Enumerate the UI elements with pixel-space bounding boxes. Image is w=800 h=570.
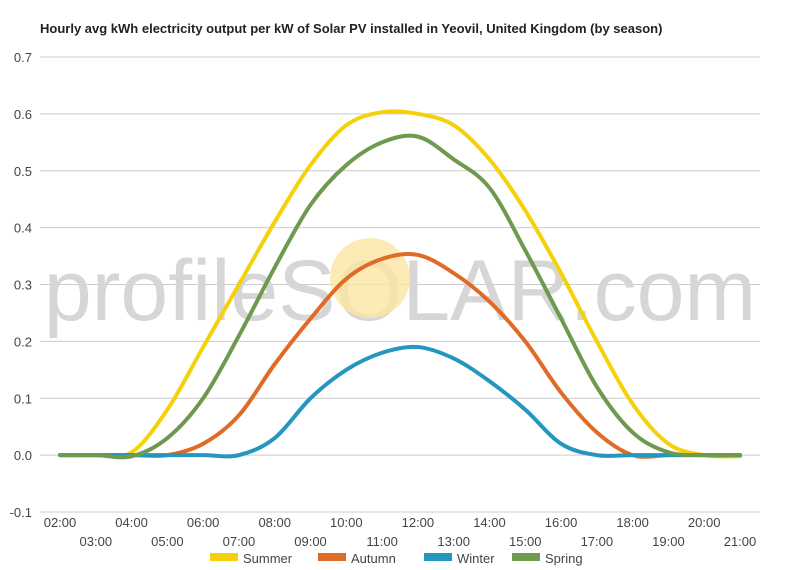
series-line-spring bbox=[58, 133, 742, 460]
x-tick-label: 14:00 bbox=[473, 515, 506, 530]
legend-label-spring: Spring bbox=[545, 551, 583, 566]
y-tick-label: 0.5 bbox=[14, 164, 32, 179]
y-tick-label: 0.4 bbox=[14, 221, 32, 236]
x-tick-label: 04:00 bbox=[115, 515, 148, 530]
x-tick-label: 18:00 bbox=[616, 515, 649, 530]
series-lines bbox=[58, 109, 742, 460]
x-tick-label: 10:00 bbox=[330, 515, 363, 530]
legend-label-summer: Summer bbox=[243, 551, 293, 566]
x-tick-label: 05:00 bbox=[151, 534, 184, 549]
x-tick-label: 20:00 bbox=[688, 515, 721, 530]
legend-swatch-summer bbox=[210, 553, 238, 561]
y-tick-label: 0.2 bbox=[14, 334, 32, 349]
y-tick-label: 0.6 bbox=[14, 107, 32, 122]
legend: Summer Autumn Winter Spring bbox=[210, 551, 583, 566]
watermark-sun-icon bbox=[330, 238, 410, 318]
x-tick-label: 06:00 bbox=[187, 515, 220, 530]
x-tick-label: 12:00 bbox=[402, 515, 435, 530]
y-tick-label: 0.3 bbox=[14, 278, 32, 293]
series-line-summer bbox=[58, 109, 742, 459]
x-tick-label: 07:00 bbox=[223, 534, 256, 549]
x-tick-label: 13:00 bbox=[437, 534, 470, 549]
series-line-winter bbox=[58, 344, 742, 459]
legend-swatch-autumn bbox=[318, 553, 346, 561]
legend-swatch-winter bbox=[424, 553, 452, 561]
y-axis-ticks: 0.7 0.6 0.5 0.4 0.3 0.2 0.1 0.0 -0.1 bbox=[10, 50, 32, 520]
y-tick-label: -0.1 bbox=[10, 505, 32, 520]
x-tick-label: 21:00 bbox=[724, 534, 757, 549]
x-tick-label: 15:00 bbox=[509, 534, 542, 549]
y-tick-label: 0.1 bbox=[14, 391, 32, 406]
y-tick-label: 0.0 bbox=[14, 448, 32, 463]
legend-label-winter: Winter bbox=[457, 551, 495, 566]
x-tick-label: 17:00 bbox=[581, 534, 614, 549]
x-tick-label: 16:00 bbox=[545, 515, 578, 530]
x-tick-label: 09:00 bbox=[294, 534, 327, 549]
x-tick-label: 03:00 bbox=[80, 534, 113, 549]
y-tick-label: 0.7 bbox=[14, 50, 32, 65]
x-tick-label: 19:00 bbox=[652, 534, 685, 549]
x-tick-label: 11:00 bbox=[366, 534, 398, 549]
x-tick-label: 08:00 bbox=[258, 515, 291, 530]
x-tick-label: 02:00 bbox=[44, 515, 77, 530]
chart-title: Hourly avg kWh electricity output per kW… bbox=[40, 21, 662, 36]
x-axis-ticks: 02:0003:0004:0005:0006:0007:0008:0009:00… bbox=[44, 515, 757, 549]
legend-label-autumn: Autumn bbox=[351, 551, 396, 566]
legend-swatch-spring bbox=[512, 553, 540, 561]
